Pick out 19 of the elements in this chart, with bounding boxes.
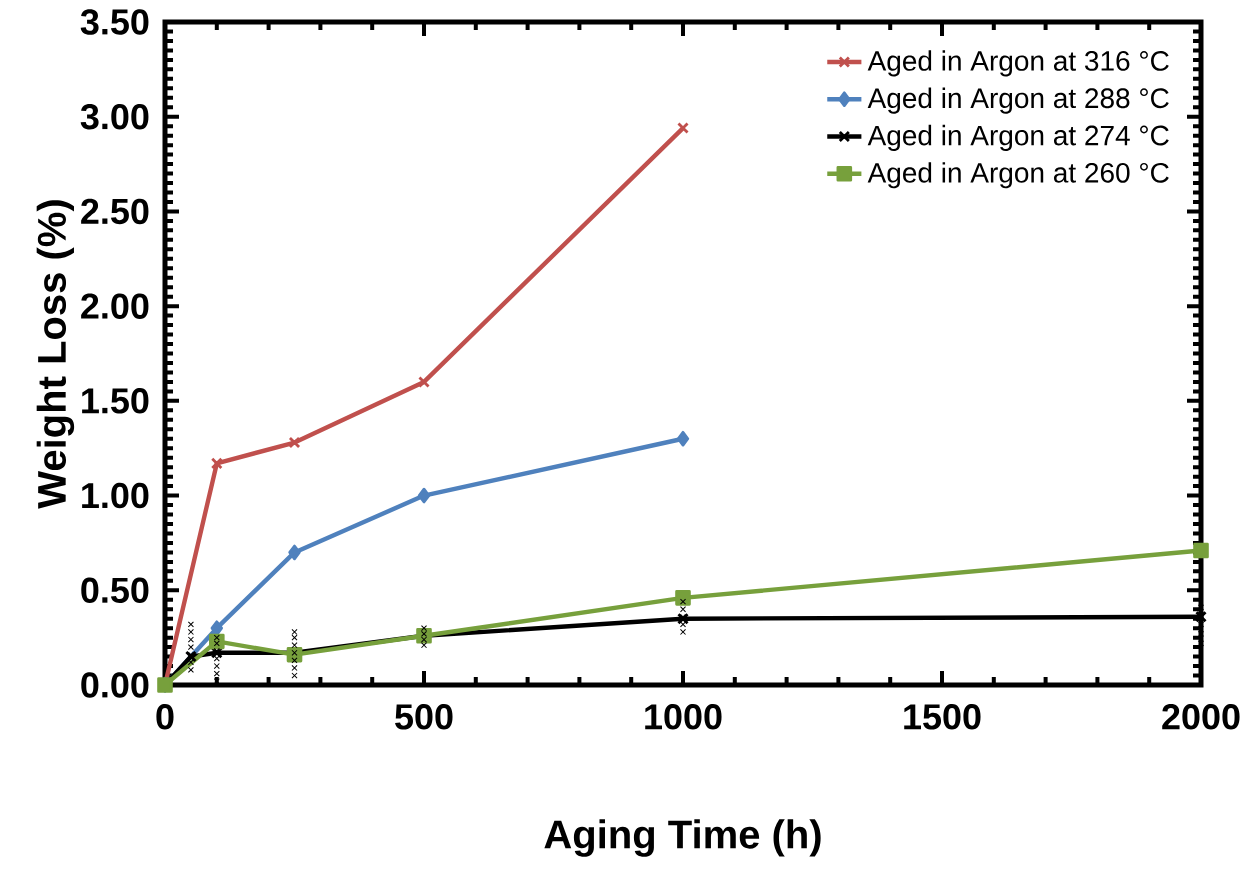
y-tick-label: 1.50 xyxy=(82,388,149,414)
legend-label: Aged in Argon at 260 °C xyxy=(867,162,1169,189)
y-tick-label: 0.50 xyxy=(81,577,149,604)
x-tick-label: 500 xyxy=(395,704,453,730)
x-tick-label: 2000 xyxy=(1162,704,1240,730)
legend-label: Aged in Argon at 274 °C xyxy=(867,124,1169,151)
y-tick-label: 1.00 xyxy=(82,482,149,509)
x-tick-label: 1500 xyxy=(904,704,981,730)
x-tick-label: 1000 xyxy=(645,704,722,730)
x-tick-label: 0 xyxy=(156,704,174,730)
y-axis-title: Weight Loss (%) xyxy=(36,200,75,509)
legend-label: Aged in Argon at 316 °C xyxy=(867,50,1169,77)
y-tick-label: 2.00 xyxy=(81,293,149,319)
y-tick-label: 2.50 xyxy=(81,198,149,225)
x-axis-title: Aging Time (h) xyxy=(544,819,821,857)
y-tick-label: 3.50 xyxy=(80,9,149,35)
y-tick-label: 0.00 xyxy=(81,672,149,698)
y-tick-label: 3.00 xyxy=(80,103,149,130)
legend-label: Aged in Argon at 288 °C xyxy=(867,87,1169,114)
